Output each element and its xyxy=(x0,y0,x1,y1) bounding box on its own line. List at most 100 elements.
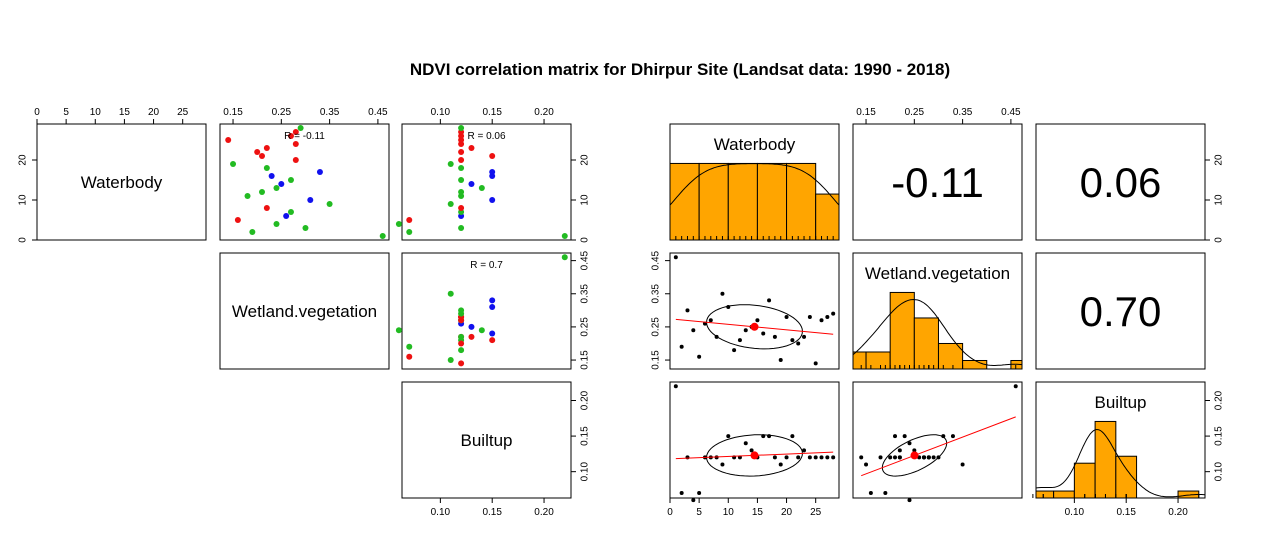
variable-label: Waterbody xyxy=(81,173,163,192)
x-tick-label: 0.35 xyxy=(953,107,973,118)
point xyxy=(726,434,731,439)
histogram-bar xyxy=(889,291,915,369)
point xyxy=(458,189,465,195)
point xyxy=(379,233,386,239)
point xyxy=(489,153,496,159)
point xyxy=(825,455,830,460)
panel-frame xyxy=(852,381,1023,499)
point xyxy=(790,338,795,343)
point xyxy=(458,225,465,231)
point xyxy=(685,308,690,313)
point xyxy=(878,455,883,460)
point xyxy=(897,455,902,460)
histogram-bar xyxy=(1094,420,1117,498)
point xyxy=(679,491,684,496)
histogram-bar xyxy=(1115,455,1138,498)
point xyxy=(447,201,454,207)
point xyxy=(287,133,294,139)
panel-frame xyxy=(669,252,840,370)
y-tick-label: 0.15 xyxy=(651,350,662,370)
point xyxy=(893,455,898,460)
point xyxy=(755,318,760,323)
x-tick-label: 0.20 xyxy=(534,507,554,518)
x-tick-label: 5 xyxy=(696,507,702,518)
variable-label: Builtup xyxy=(461,431,513,450)
x-tick-label: 0.10 xyxy=(431,507,451,518)
x-tick-label: 0.45 xyxy=(368,107,388,118)
mean-point xyxy=(750,451,759,460)
point xyxy=(819,318,824,323)
panel-frame xyxy=(669,381,840,499)
panel-frame xyxy=(219,252,390,370)
point xyxy=(691,498,696,503)
point xyxy=(234,217,241,223)
point xyxy=(468,333,475,340)
point xyxy=(406,353,413,360)
point xyxy=(458,333,465,340)
variable-label: Wetland.vegetation xyxy=(232,302,377,321)
point xyxy=(468,181,475,187)
histogram-bar xyxy=(865,351,891,369)
point xyxy=(287,209,294,215)
point xyxy=(273,185,280,191)
point xyxy=(761,331,766,336)
point xyxy=(807,455,812,460)
point xyxy=(778,462,783,467)
point xyxy=(743,441,748,446)
panel-frame xyxy=(669,123,840,241)
point xyxy=(395,221,402,227)
point xyxy=(921,455,926,460)
y-tick-label: 0.15 xyxy=(580,426,591,446)
point xyxy=(893,434,898,439)
point xyxy=(883,491,888,496)
point xyxy=(489,304,496,311)
point xyxy=(926,455,931,460)
correlation-value: 0.70 xyxy=(1080,288,1162,335)
point xyxy=(458,347,465,354)
histogram-bar xyxy=(756,162,788,240)
point xyxy=(259,153,266,159)
point xyxy=(697,354,702,359)
point xyxy=(772,334,777,339)
point xyxy=(297,125,304,131)
y-tick-label: 0.25 xyxy=(580,317,591,337)
histogram-bar xyxy=(1053,490,1075,498)
point xyxy=(292,129,299,135)
point xyxy=(802,448,807,453)
y-tick-label: 0.35 xyxy=(651,284,662,304)
point xyxy=(307,197,314,203)
panel-frame xyxy=(1035,252,1206,370)
point xyxy=(796,341,801,346)
y-tick-label: 0 xyxy=(18,237,29,243)
x-tick-label: 0.15 xyxy=(223,107,243,118)
histogram-bar xyxy=(698,162,729,240)
point xyxy=(784,455,789,460)
point xyxy=(767,298,772,303)
point xyxy=(907,498,912,503)
density-curve xyxy=(670,163,839,206)
point xyxy=(406,229,413,235)
point xyxy=(489,197,496,203)
point xyxy=(489,297,496,304)
x-tick-label: 10 xyxy=(723,507,735,518)
x-tick-label: 20 xyxy=(781,507,793,518)
point xyxy=(292,157,299,163)
histogram-bar xyxy=(727,162,758,240)
point xyxy=(941,434,946,439)
y-tick-label: 10 xyxy=(580,194,591,206)
histogram-bar xyxy=(937,342,964,369)
variable-label: Wetland.vegetation xyxy=(865,264,1010,283)
point xyxy=(259,189,266,195)
point xyxy=(244,193,251,199)
point xyxy=(458,340,465,347)
point xyxy=(447,161,454,167)
point xyxy=(458,149,465,155)
point xyxy=(708,318,713,323)
point xyxy=(888,455,893,460)
point xyxy=(561,233,568,239)
point xyxy=(685,455,690,460)
y-tick-label: 10 xyxy=(18,194,29,206)
y-tick-label: 0.10 xyxy=(580,462,591,482)
density-curve xyxy=(1036,428,1205,498)
